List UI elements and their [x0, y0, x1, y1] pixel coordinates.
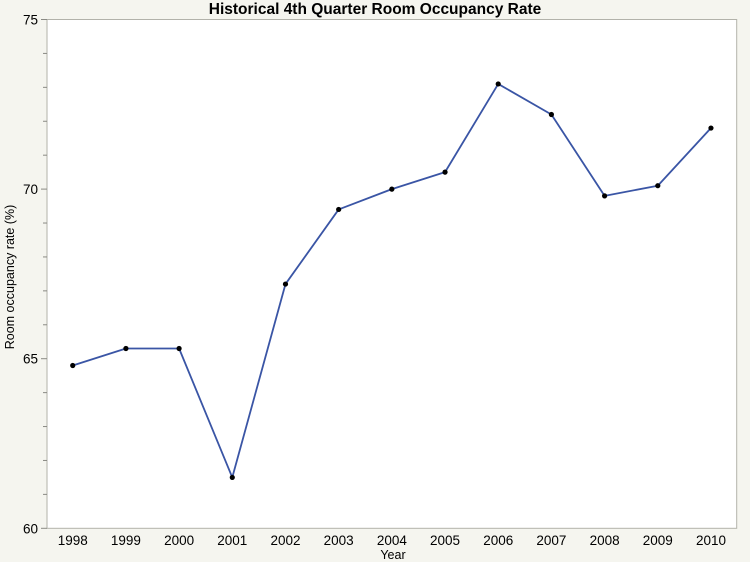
data-point-2007 — [548, 111, 555, 118]
data-point-2008 — [601, 193, 608, 199]
x-tick-label: 2001 — [217, 533, 247, 548]
x-tick-label: 1999 — [111, 533, 141, 548]
x-tick-label: 1998 — [58, 533, 88, 548]
x-tick-label: 2008 — [590, 533, 620, 548]
x-tick-label: 2005 — [430, 533, 460, 548]
x-tick-label: 2004 — [377, 533, 408, 548]
x-tick-label: 2003 — [324, 533, 354, 548]
y-tick-label: 60 — [23, 521, 38, 536]
y-tick-label: 65 — [23, 352, 38, 367]
chart-title: Historical 4th Quarter Room Occupancy Ra… — [208, 1, 542, 18]
data-point-2010 — [708, 125, 714, 131]
data-point-2009 — [655, 183, 661, 189]
x-tick-label: 2006 — [483, 533, 513, 548]
data-point-2002 — [282, 281, 289, 287]
x-tick-label: 2000 — [164, 533, 194, 548]
y-tick-label: 70 — [23, 182, 38, 197]
data-point-1998 — [70, 362, 76, 369]
data-point-2001 — [229, 474, 235, 481]
data-point-2005 — [442, 169, 448, 175]
data-point-2003 — [336, 206, 342, 213]
data-point-2000 — [176, 345, 182, 352]
x-tick-label: 2002 — [270, 533, 300, 548]
x-tick-label: 2010 — [696, 533, 726, 548]
y-tick-label: 75 — [23, 13, 38, 28]
x-tick-label: 2007 — [536, 533, 566, 548]
data-point-2004 — [389, 186, 395, 192]
x-tick-label: 2009 — [643, 533, 673, 548]
data-point-2006 — [495, 81, 501, 87]
plot-frame — [46, 19, 738, 529]
x-axis-title: Year — [380, 548, 406, 562]
data-point-1999 — [123, 345, 129, 352]
